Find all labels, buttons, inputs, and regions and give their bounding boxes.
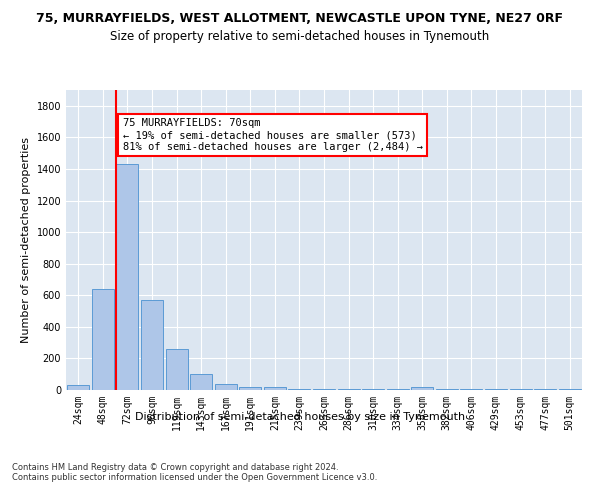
Bar — [485, 389, 507, 390]
Y-axis label: Number of semi-detached properties: Number of semi-detached properties — [21, 137, 31, 343]
Bar — [289, 389, 310, 390]
Bar — [67, 386, 89, 390]
Bar — [92, 289, 114, 390]
Text: Distribution of semi-detached houses by size in Tynemouth: Distribution of semi-detached houses by … — [135, 412, 465, 422]
Bar — [436, 389, 458, 390]
Text: Contains HM Land Registry data © Crown copyright and database right 2024.
Contai: Contains HM Land Registry data © Crown c… — [12, 462, 377, 482]
Bar — [215, 384, 237, 390]
Bar — [141, 300, 163, 390]
Bar — [313, 389, 335, 390]
Bar — [264, 387, 286, 390]
Bar — [411, 387, 433, 390]
Bar — [116, 164, 139, 390]
Bar — [559, 389, 581, 390]
Bar — [460, 389, 482, 390]
Bar — [509, 389, 532, 390]
Bar — [338, 389, 359, 390]
Text: 75 MURRAYFIELDS: 70sqm
← 19% of semi-detached houses are smaller (573)
81% of se: 75 MURRAYFIELDS: 70sqm ← 19% of semi-det… — [122, 118, 422, 152]
Text: Size of property relative to semi-detached houses in Tynemouth: Size of property relative to semi-detach… — [110, 30, 490, 43]
Bar — [239, 387, 262, 390]
Bar — [362, 389, 384, 390]
Bar — [386, 389, 409, 390]
Text: 75, MURRAYFIELDS, WEST ALLOTMENT, NEWCASTLE UPON TYNE, NE27 0RF: 75, MURRAYFIELDS, WEST ALLOTMENT, NEWCAS… — [37, 12, 563, 26]
Bar — [166, 349, 188, 390]
Bar — [534, 389, 556, 390]
Bar — [190, 374, 212, 390]
